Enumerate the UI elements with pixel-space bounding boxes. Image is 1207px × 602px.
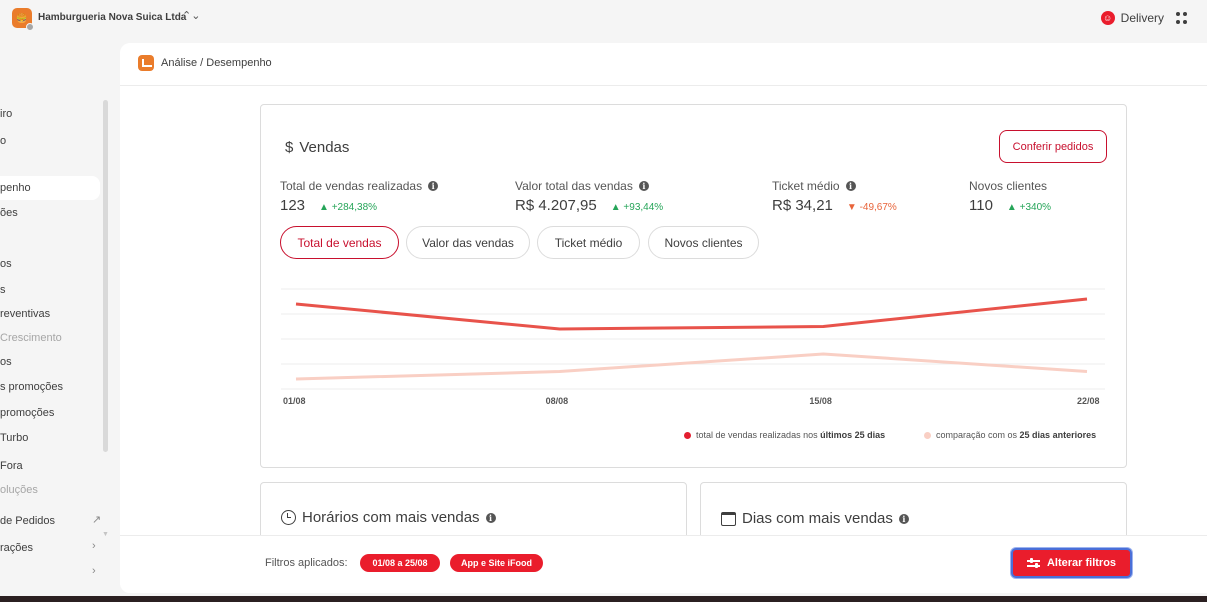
sidebar: ▼ iro o penho ões os s reventivas Crescimento os… — [0, 40, 112, 602]
sales-title-text: Vendas — [299, 139, 350, 156]
days-card-title: Dias com mais vendas i — [721, 510, 909, 527]
sidebar-item[interactable]: o — [0, 135, 7, 147]
hours-title-text: Horários com mais vendas — [302, 509, 480, 526]
series-previous-line — [295, 352, 1088, 381]
chevron-right-icon[interactable]: › — [92, 540, 96, 552]
delivery-logo-icon: ☺ — [1100, 11, 1115, 25]
legend-previous-dot — [924, 431, 931, 439]
external-link-icon[interactable]: ↗ — [92, 514, 102, 526]
change-filters-label: Alterar filtros — [1046, 557, 1117, 569]
dollar-icon: $ — [285, 139, 294, 156]
check-orders-button[interactable]: Conferir pedidos — [999, 130, 1107, 163]
breadcrumb: Análise / Desempenho — [138, 55, 272, 71]
sidebar-item[interactable]: promoções — [0, 407, 55, 419]
store-name[interactable]: Hamburgueria Nova Suica Ltda — [38, 12, 187, 23]
sidebar-item[interactable]: os — [0, 258, 12, 270]
breadcrumb-divider — [120, 85, 1207, 86]
legend-previous-bold: 25 dias anteriores — [1019, 430, 1097, 440]
chip-average-ticket[interactable]: Ticket médio — [537, 226, 640, 259]
x-tick-label: 22/08 — [1077, 396, 1100, 406]
metric-label: Novos clientes — [969, 179, 1048, 193]
x-tick-label: 01/08 — [283, 396, 306, 406]
filters-footer: Filtros aplicados: 01/08 a 25/08 App e S… — [120, 535, 1207, 593]
days-title-text: Dias com mais vendas — [742, 510, 893, 527]
sliders-icon — [1026, 558, 1040, 568]
scroll-down-arrow-icon[interactable]: ▼ — [102, 531, 109, 538]
sidebar-item[interactable]: Crescimento — [0, 332, 62, 344]
sidebar-item[interactable]: iro — [0, 108, 13, 120]
store-status-dot — [26, 23, 34, 31]
sidebar-item[interactable]: ões — [0, 207, 18, 219]
sidebar-item[interactable]: oluções — [0, 484, 38, 496]
store-switch-chevron-icon[interactable]: ⌃⌄ — [182, 10, 201, 22]
legend-previous-text: comparação com os — [936, 430, 1020, 440]
delivery-label: Delivery — [1120, 11, 1164, 25]
filters-label: Filtros aplicados: — [265, 557, 348, 569]
top-bar: 🍔 Hamburgueria Nova Suica Ltda ⌃⌄ ☺ Deli… — [0, 0, 1207, 40]
sidebar-item[interactable]: penho — [0, 176, 100, 200]
metric-new-customers: Novos clientes 110 ▲ +340% — [969, 179, 1051, 214]
sidebar-item[interactable]: de Pedidos — [0, 515, 56, 527]
sidebar-item[interactable]: reventivas — [0, 308, 51, 320]
sidebar-item[interactable]: s — [0, 284, 6, 296]
sidebar-item[interactable]: s promoções — [0, 381, 63, 393]
breadcrumb-text: Análise / Desempenho — [161, 57, 272, 69]
filter-tag-channel[interactable]: App e Site iFood — [450, 554, 543, 572]
metric-delta: ▲ +340% — [1006, 202, 1052, 213]
metric-label: Ticket médio — [772, 179, 840, 193]
series-current-line — [295, 297, 1088, 331]
info-icon[interactable]: i — [428, 181, 439, 191]
metric-value: R$ 4.207,95 — [515, 197, 597, 214]
sidebar-item[interactable]: os — [0, 356, 12, 368]
sidebar-item[interactable]: Fora — [0, 460, 23, 472]
metric-total-sales: Total de vendas realizadas i 123 ▲ +284,38… — [280, 179, 439, 214]
calendar-icon — [721, 511, 736, 526]
chip-total-sales[interactable]: Total de vendas — [280, 226, 399, 259]
bottom-taskbar-strip — [0, 596, 1207, 602]
sales-line-chart — [281, 288, 1105, 390]
legend-current-dot — [684, 431, 691, 439]
metric-total-value: Valor total das vendas i R$ 4.207,95 ▲ +93… — [515, 179, 663, 214]
clock-icon — [281, 510, 296, 525]
chip-new-customers[interactable]: Novos clientes — [648, 226, 759, 259]
x-tick-label: 15/08 — [809, 396, 832, 406]
legend-current: total de vendas realizadas nos últimos 2… — [684, 430, 885, 440]
sales-card: $ Vendas Conferir pedidos Total de venda… — [260, 104, 1127, 468]
delivery-selector[interactable]: ☺ Delivery — [1100, 11, 1188, 25]
analytics-icon — [138, 55, 154, 71]
info-icon[interactable]: i — [898, 513, 909, 524]
filter-tag-dates[interactable]: 01/08 a 25/08 — [360, 554, 440, 572]
sales-card-title: $ Vendas — [285, 139, 349, 156]
change-filters-button[interactable]: Alterar filtros — [1011, 548, 1132, 578]
info-icon[interactable]: i — [845, 181, 856, 191]
chevron-right-icon[interactable]: › — [92, 565, 96, 577]
metric-label: Total de vendas realizadas — [280, 179, 423, 193]
metric-value: 110 — [969, 197, 993, 214]
metric-delta: ▼ -49,67% — [846, 202, 897, 213]
apps-grid-icon[interactable] — [1176, 12, 1188, 24]
sidebar-item[interactable]: rações — [0, 542, 34, 554]
metric-value: 123 — [280, 197, 306, 214]
metric-label: Valor total das vendas — [515, 179, 633, 193]
sidebar-scrollbar[interactable] — [103, 100, 108, 452]
metric-delta: ▲ +93,44% — [610, 202, 664, 213]
metric-average-ticket: Ticket médio i R$ 34,21 ▼ -49,67% — [772, 179, 897, 214]
info-icon[interactable]: i — [638, 181, 649, 191]
main-panel: Análise / Desempenho $ Vendas Conferir p… — [120, 43, 1207, 593]
metric-delta: ▲ +284,38% — [319, 202, 378, 213]
sidebar-item[interactable]: Turbo — [0, 432, 29, 444]
chip-sales-value[interactable]: Valor das vendas — [406, 226, 530, 259]
info-icon[interactable]: i — [485, 512, 496, 523]
hours-card-title: Horários com mais vendas i — [281, 509, 496, 526]
legend-current-text: total de vendas realizadas nos — [696, 430, 821, 440]
x-tick-label: 08/08 — [545, 396, 569, 406]
metric-value: R$ 34,21 — [772, 197, 833, 214]
legend-previous: comparação com os 25 dias anteriores — [924, 430, 1096, 440]
legend-current-bold: últimos 25 dias — [820, 430, 886, 440]
